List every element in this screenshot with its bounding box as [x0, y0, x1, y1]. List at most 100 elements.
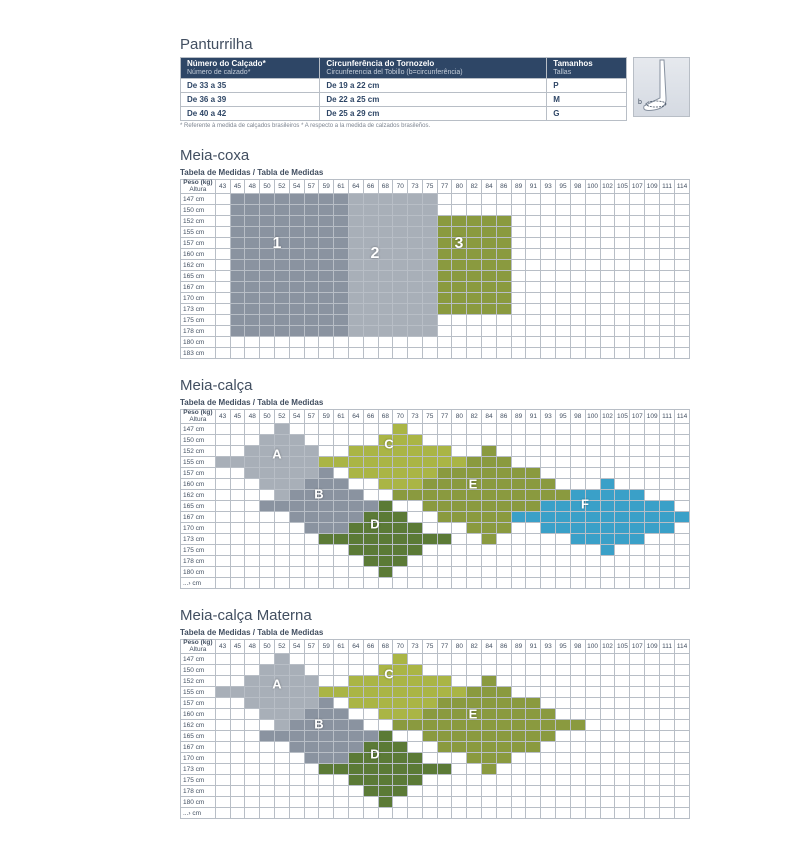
grid-cell [437, 534, 452, 545]
grid-cell [570, 337, 585, 348]
grid-cell [289, 315, 304, 326]
grid-cell [541, 764, 556, 775]
grid-cell [274, 709, 289, 720]
pant-cell: De 22 a 25 cm [320, 93, 547, 107]
grid-cell [452, 424, 467, 435]
grid-cell [615, 271, 630, 282]
grid-cell [334, 501, 349, 512]
grid-cell [452, 808, 467, 819]
grid-cell [526, 227, 541, 238]
grid-cell [675, 446, 690, 457]
grid-cell [615, 194, 630, 205]
grid-cell [660, 578, 675, 589]
grid-cell [630, 260, 645, 271]
grid-cell [319, 698, 334, 709]
grid-cell [511, 676, 526, 687]
grid-cell [348, 227, 363, 238]
grid-cell [675, 205, 690, 216]
grid-cell [348, 501, 363, 512]
grid-cell [289, 654, 304, 665]
grid-cell [556, 764, 571, 775]
grid-cell [437, 808, 452, 819]
grid-cell [482, 315, 497, 326]
chart-subtitle: Tabela de Medidas / Tabla de Medidas [180, 398, 690, 407]
grid-cell [334, 567, 349, 578]
grid-cell [630, 742, 645, 753]
grid-cell [496, 490, 511, 501]
weight-header: 70 [393, 180, 408, 194]
height-header: 157 cm [181, 698, 216, 709]
grid-cell [437, 720, 452, 731]
grid-cell [541, 720, 556, 731]
grid-cell [556, 808, 571, 819]
grid-cell [274, 293, 289, 304]
section-title: Meia-calça [180, 377, 690, 394]
pant-cell: P [547, 79, 627, 93]
grid-cell [274, 501, 289, 512]
grid-cell [437, 775, 452, 786]
grid-cell [482, 194, 497, 205]
grid-cell [630, 545, 645, 556]
grid-cell [660, 490, 675, 501]
grid-cell [630, 468, 645, 479]
grid-cell [526, 786, 541, 797]
grid-cell [526, 238, 541, 249]
grid-cell [645, 227, 660, 238]
grid-cell [408, 435, 423, 446]
grid-cell [230, 238, 245, 249]
grid-cell [215, 315, 230, 326]
grid-cell [230, 216, 245, 227]
grid-cell [274, 304, 289, 315]
grid-cell [630, 227, 645, 238]
grid-cell [660, 797, 675, 808]
grid-cell [570, 676, 585, 687]
grid-cell [600, 304, 615, 315]
grid-cell [408, 512, 423, 523]
grid-cell [274, 567, 289, 578]
grid-cell [422, 435, 437, 446]
grid-cell [348, 468, 363, 479]
height-header: 173 cm [181, 764, 216, 775]
grid-cell [319, 348, 334, 359]
grid-cell [570, 775, 585, 786]
grid-cell [422, 709, 437, 720]
grid-cell [245, 523, 260, 534]
height-header: ...› cm [181, 578, 216, 589]
grid-cell [482, 698, 497, 709]
grid-cell [319, 665, 334, 676]
grid-cell [422, 786, 437, 797]
grid-cell [230, 556, 245, 567]
grid-cell [334, 797, 349, 808]
grid-cell [334, 315, 349, 326]
grid-cell [467, 227, 482, 238]
height-header: 170 cm [181, 523, 216, 534]
grid-cell [467, 753, 482, 764]
weight-header: 111 [660, 410, 675, 424]
grid-cell [645, 567, 660, 578]
grid-cell [334, 742, 349, 753]
grid-cell [496, 709, 511, 720]
grid-cell [363, 304, 378, 315]
grid-cell [304, 227, 319, 238]
grid-cell [511, 260, 526, 271]
grid-cell [260, 490, 275, 501]
grid-cell [541, 665, 556, 676]
grid-cell [526, 205, 541, 216]
grid-cell [526, 731, 541, 742]
grid-cell [319, 567, 334, 578]
grid-cell [408, 698, 423, 709]
grid-cell [274, 348, 289, 359]
grid-cell [363, 468, 378, 479]
grid-cell [570, 205, 585, 216]
grid-cell [482, 676, 497, 687]
grid-cell [645, 786, 660, 797]
weight-header: 57 [304, 180, 319, 194]
grid-cell [319, 282, 334, 293]
weight-header: 91 [526, 180, 541, 194]
grid-cell [496, 676, 511, 687]
grid-cell [511, 468, 526, 479]
grid-cell [274, 545, 289, 556]
grid-cell [615, 446, 630, 457]
grid-cell [363, 720, 378, 731]
weight-header: 95 [556, 180, 571, 194]
